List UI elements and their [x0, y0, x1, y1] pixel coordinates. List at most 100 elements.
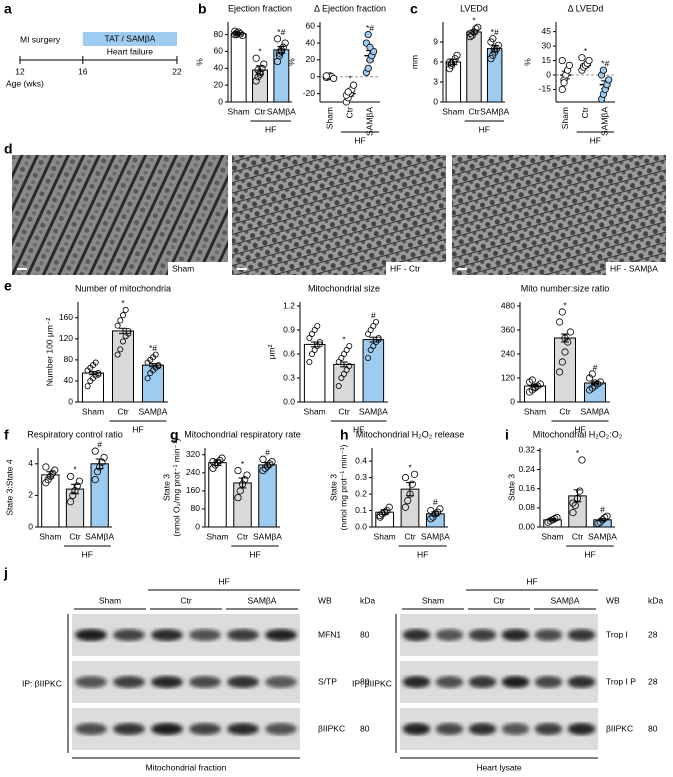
- timeline-event: MI surgery: [20, 34, 61, 44]
- data-point: [155, 363, 162, 370]
- data-point: [236, 487, 244, 495]
- data-point: [406, 490, 414, 498]
- x-tick-label: Sham: [206, 531, 228, 541]
- panel-label: d: [4, 141, 13, 157]
- timeline-tick-label: 22: [172, 66, 182, 76]
- data-point: [588, 370, 596, 378]
- blot-band: [75, 676, 107, 688]
- data-point: [233, 31, 241, 39]
- data-point: [364, 64, 372, 72]
- data-point: [152, 351, 159, 358]
- data-point: [569, 499, 577, 507]
- blot-strip: [72, 661, 300, 703]
- data-point: [364, 31, 372, 39]
- blot-band: [468, 629, 497, 641]
- wb-header: WB: [318, 595, 332, 605]
- blot-strip: [72, 708, 300, 750]
- y-axis-label: State 3: [506, 474, 516, 501]
- timeline-tick-label: 12: [15, 66, 25, 76]
- y-tick-label: 4: [28, 458, 33, 468]
- data-point: [401, 474, 410, 482]
- x-tick-label: SAMβA: [599, 107, 609, 136]
- data-point: [120, 338, 127, 345]
- blot-band: [435, 629, 464, 641]
- data-point: [213, 459, 222, 467]
- data-point: [427, 506, 435, 515]
- x-tick-label: Sham: [324, 107, 334, 129]
- blot-lane-label: Sham: [99, 595, 121, 605]
- data-point: [446, 58, 454, 66]
- x-tick-label: SAMβA: [364, 107, 374, 136]
- x-tick-label: Ctr: [237, 531, 249, 541]
- y-tick-label: 240: [501, 348, 515, 358]
- data-point: [578, 54, 586, 62]
- chart-title: Ejection fraction: [228, 3, 292, 13]
- group-label: HF: [584, 549, 595, 559]
- blot-band: [534, 723, 563, 735]
- bar: [233, 482, 252, 528]
- y-tick-label: 0.0: [355, 521, 367, 531]
- bar: [554, 337, 576, 403]
- data-point: [466, 29, 474, 37]
- data-point: [558, 308, 566, 316]
- data-point: [555, 368, 564, 376]
- kda-header: kDa: [648, 595, 663, 605]
- blot-row-label: S/TP: [318, 676, 337, 686]
- blot-band: [567, 676, 596, 688]
- panel-label: a: [4, 1, 12, 17]
- x-tick-label: Sham: [82, 406, 104, 416]
- data-point: [349, 81, 358, 89]
- y-tick-label: 20: [214, 79, 224, 89]
- y-tick-label: 0.16: [518, 483, 535, 493]
- bar: [41, 474, 60, 528]
- y-tick-label: 360: [501, 324, 515, 334]
- y-tick-label: -20: [303, 88, 316, 98]
- data-point: [66, 472, 75, 481]
- significance-mark: *: [472, 16, 476, 26]
- blot-band: [227, 676, 259, 688]
- x-tick-label: Ctr: [404, 531, 416, 541]
- data-point: [599, 66, 607, 74]
- group-label: HF: [417, 549, 428, 559]
- significance-mark: #: [433, 497, 438, 507]
- scale-bar: [17, 268, 27, 270]
- blot-caption: Heart lysate: [476, 762, 522, 772]
- data-point: [93, 468, 102, 476]
- blot-band: [227, 723, 259, 735]
- chart-title: Number of mitochondria: [75, 283, 171, 293]
- blot-lane-label: SAMβA: [248, 595, 277, 605]
- blot-band: [189, 676, 221, 688]
- y-tick-label: 0.0: [283, 396, 295, 406]
- significance-mark: *: [576, 448, 580, 458]
- y-axis-label: State 3: [161, 474, 171, 501]
- data-point: [560, 79, 568, 87]
- data-point: [125, 330, 132, 337]
- group-label: HF: [479, 124, 490, 134]
- data-point: [256, 68, 264, 77]
- y-tick-label: 160: [186, 485, 200, 495]
- data-point: [71, 487, 79, 495]
- data-point: [122, 306, 129, 313]
- significance-mark: *#: [149, 343, 157, 353]
- group-label: HF: [132, 424, 143, 434]
- data-point: [234, 494, 242, 502]
- y-axis-label: %: [194, 58, 204, 66]
- data-point: [603, 512, 611, 520]
- data-point: [216, 456, 224, 465]
- data-point: [238, 31, 247, 40]
- bar: [65, 488, 85, 528]
- data-point: [472, 25, 480, 33]
- y-tick-label: 0: [28, 521, 33, 531]
- y-tick-label: -15: [539, 84, 552, 94]
- y-tick-label: 3: [433, 76, 438, 86]
- panel-label: i: [505, 427, 509, 443]
- blot-group: HF: [526, 576, 537, 586]
- data-point: [408, 480, 416, 488]
- data-point: [273, 35, 282, 43]
- x-tick-label: Ctr: [572, 531, 584, 541]
- y-axis-label: (nmol mg prot⁻¹ min⁻¹): [338, 444, 348, 530]
- data-point: [571, 501, 579, 510]
- micrograph-label-box: [386, 262, 446, 275]
- data-point: [266, 460, 274, 468]
